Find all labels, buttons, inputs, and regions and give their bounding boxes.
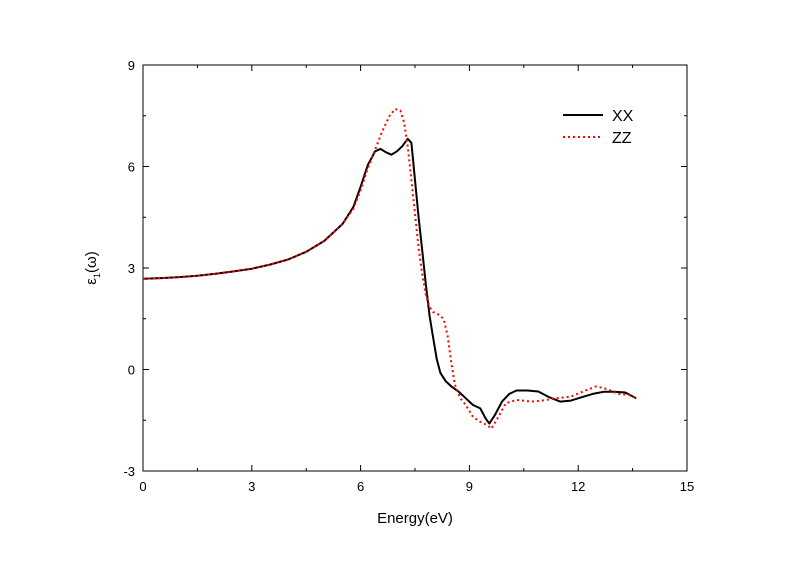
series-line-zz	[142, 108, 637, 430]
y-axis-label-sub: 1	[92, 273, 102, 278]
axis-ticks	[142, 64, 688, 472]
svg-text:ε1(ω): ε1(ω)	[83, 251, 102, 284]
series-lines	[142, 108, 637, 430]
x-tick-labels: 0 3 6 9 12 15	[139, 479, 694, 494]
x-tick-label: 9	[466, 479, 473, 494]
legend-label-zz: ZZ	[612, 130, 632, 147]
x-axis-label: Energy(eV)	[377, 510, 453, 527]
y-axis-label-rest: (ω)	[83, 251, 100, 273]
legend: XX ZZ	[563, 108, 634, 147]
y-tick-label: 9	[128, 58, 135, 73]
y-tick-label: 6	[128, 160, 135, 175]
y-tick-label: -3	[123, 464, 135, 479]
plot-frame	[142, 64, 688, 472]
x-tick-label: 12	[571, 479, 585, 494]
legend-label-xx: XX	[612, 108, 634, 125]
y-axis-label: ε1(ω)	[83, 251, 102, 284]
x-tick-label: 15	[680, 479, 694, 494]
y-tick-label: 3	[128, 261, 135, 276]
y-tick-label: 0	[128, 363, 135, 378]
y-tick-labels: -3 0 3 6 9	[123, 58, 135, 479]
y-axis-label-main: ε	[83, 278, 100, 285]
x-tick-label: 0	[139, 479, 146, 494]
series-line-xx	[142, 137, 637, 425]
x-tick-label: 6	[357, 479, 364, 494]
x-tick-label: 3	[248, 479, 255, 494]
